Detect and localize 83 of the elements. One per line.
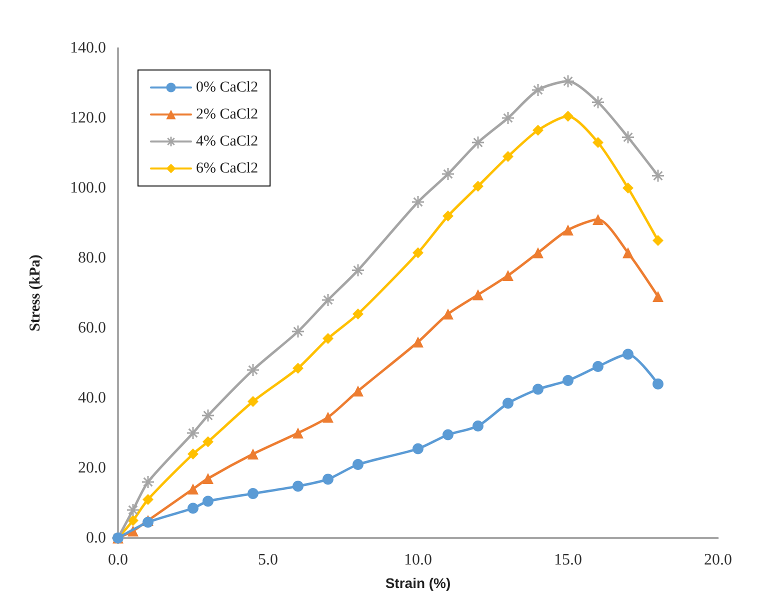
point: [292, 480, 304, 492]
x-tick-label: 20.0: [704, 552, 732, 568]
point: [188, 448, 198, 460]
point: [532, 384, 544, 395]
point: [352, 459, 364, 470]
point: [248, 488, 258, 500]
point: [622, 247, 634, 258]
x-tick-label: 0.0: [108, 552, 128, 568]
point: [352, 386, 364, 396]
point: [652, 235, 664, 246]
point: [622, 348, 634, 360]
point: [592, 214, 604, 225]
point: [561, 74, 575, 88]
y-tick-label: 100.0: [70, 180, 106, 196]
point: [411, 195, 425, 209]
point: [532, 124, 544, 136]
x-tick-label: 10.0: [404, 552, 432, 568]
point: [322, 333, 334, 344]
point: [128, 515, 138, 526]
y-tick-label: 120.0: [70, 110, 106, 126]
point: [352, 308, 364, 320]
point: [502, 398, 514, 409]
legend-label: 2% CaCl2: [196, 106, 258, 122]
point: [248, 448, 258, 460]
y-tick-label: 80.0: [78, 250, 106, 266]
legend-label: 4% CaCl2: [196, 134, 258, 150]
point: [248, 396, 258, 407]
point: [322, 412, 334, 423]
point: [351, 264, 365, 277]
point: [621, 130, 635, 144]
point: [292, 428, 304, 438]
point: [652, 291, 664, 302]
point: [562, 224, 574, 236]
point: [591, 96, 605, 109]
point: [188, 484, 198, 494]
point: [202, 473, 214, 484]
point: [592, 361, 604, 372]
point: [202, 436, 214, 448]
point: [412, 336, 424, 348]
point: [322, 474, 334, 485]
point: [202, 496, 214, 507]
point: [292, 362, 304, 374]
point: [126, 503, 140, 517]
point: [562, 110, 574, 122]
y-tick-label: 140.0: [70, 40, 106, 56]
point: [412, 247, 424, 258]
point: [246, 363, 260, 377]
point: [502, 270, 514, 281]
point: [142, 494, 154, 505]
point: [651, 169, 665, 182]
point: [652, 378, 664, 390]
point: [188, 502, 198, 514]
x-tick-label: 5.0: [258, 552, 278, 568]
x-tick-label: 15.0: [554, 552, 582, 568]
point: [502, 151, 514, 162]
point: [321, 293, 335, 307]
legend-label: 0% CaCl2: [196, 80, 258, 96]
x-axis-title: Strain (%): [385, 575, 451, 591]
y-tick-label: 20.0: [78, 460, 106, 476]
point: [291, 324, 305, 338]
point: [532, 247, 544, 258]
point: [442, 308, 454, 320]
point: [201, 408, 215, 422]
y-tick-label: 0.0: [86, 530, 106, 546]
point: [622, 182, 634, 194]
point: [501, 111, 515, 125]
legend-label: 6% CaCl2: [196, 160, 258, 176]
point: [472, 420, 484, 432]
point: [472, 180, 484, 192]
point: [441, 167, 455, 181]
point: [592, 137, 604, 148]
y-tick-label: 60.0: [78, 320, 106, 336]
point: [442, 210, 454, 222]
point: [412, 443, 424, 454]
point: [472, 289, 484, 300]
point: [141, 475, 155, 489]
point: [471, 136, 485, 150]
point: [186, 426, 200, 440]
point: [442, 429, 454, 440]
point: [562, 375, 574, 386]
y-axis-title: Stress (kPa): [28, 254, 44, 332]
point: [531, 83, 545, 97]
y-tick-label: 40.0: [78, 390, 106, 406]
